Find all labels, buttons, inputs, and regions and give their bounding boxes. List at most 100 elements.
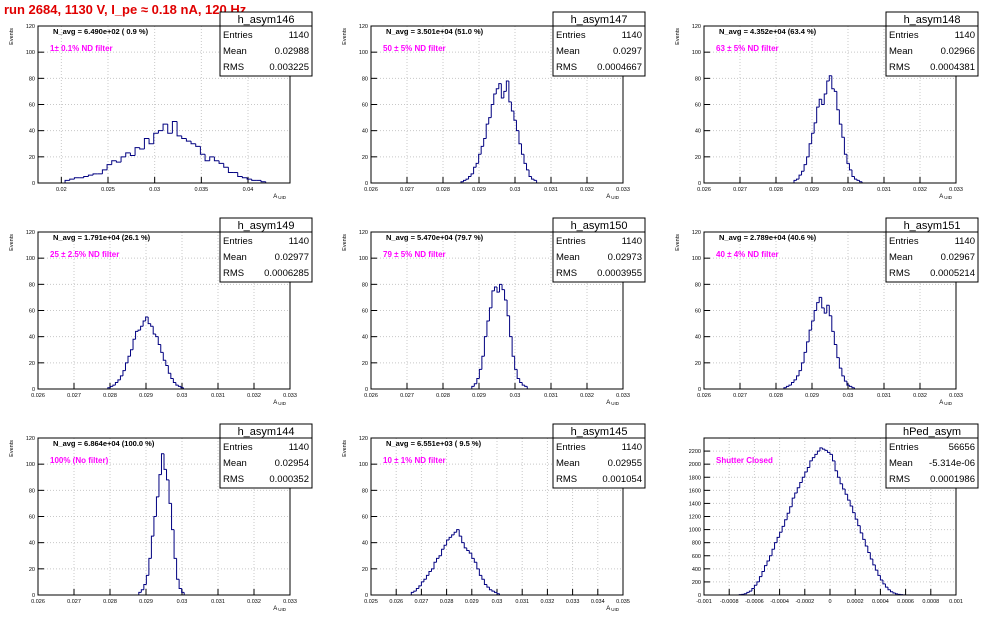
histogram-bin [801, 476, 805, 483]
histogram-bin [818, 296, 822, 303]
stats-box [219, 11, 313, 77]
stats-entries-value: 1140 [622, 442, 642, 453]
y-tick-label: 120 [692, 230, 701, 236]
stats-entries-label: Entries [556, 236, 586, 247]
stats-mean-value: 0.0297 [613, 46, 642, 57]
x-tick-label: 0.029 [805, 393, 819, 399]
stats-mean-value: 0.02967 [941, 252, 975, 263]
filter-label: 79 ± 5% ND filter [383, 250, 446, 259]
x-tick-label: 0.033 [616, 393, 630, 399]
plot-frame [37, 231, 291, 390]
stats-entries-label: Entries [556, 442, 586, 453]
x-axis-label: AUID [939, 194, 953, 200]
histogram-bin [180, 386, 184, 389]
histogram-bin [836, 344, 840, 359]
histogram-bin [892, 591, 896, 594]
histogram-bin [816, 106, 820, 123]
histogram-bin [480, 145, 484, 155]
stats-entries-value: 1140 [622, 236, 642, 247]
histogram-bin [786, 512, 790, 520]
y-tick-label: 120 [359, 230, 368, 236]
histogram-bin [87, 174, 94, 177]
y-tick-label: 80 [29, 282, 35, 288]
histogram-bin [798, 370, 802, 376]
y-tick-label: 40 [362, 335, 368, 341]
x-tick-label: 0.026 [31, 599, 45, 605]
histogram-bin [851, 386, 855, 389]
histogram-bin [843, 137, 847, 155]
stats-rms-label: RMS [556, 474, 577, 485]
histogram-bin [803, 351, 807, 363]
histogram-bin [456, 529, 460, 533]
stats-mean-label: Mean [223, 252, 247, 263]
histogram-bin [130, 349, 134, 357]
histogram-bin [821, 297, 825, 309]
x-tick-label: -0.0002 [795, 599, 814, 605]
histogram-bin [839, 477, 843, 485]
stats-rms-value: 0.0006285 [264, 268, 309, 279]
histogram-bin [125, 152, 131, 157]
histogram-bin [213, 156, 220, 162]
x-axis-label: AUID [606, 400, 620, 406]
histogram-bin [804, 471, 808, 478]
x-tick-label: 0.03 [843, 393, 854, 399]
histogram-bin [528, 169, 532, 177]
histogram-bin [488, 307, 492, 321]
histogram-bin [177, 385, 181, 387]
y-tick-label: 0 [698, 387, 701, 393]
histogram-bin [140, 589, 144, 593]
histogram-bin [869, 552, 873, 560]
histogram-bin [531, 176, 535, 180]
plot-frame [703, 437, 957, 596]
x-tick-label: 0.028 [103, 393, 117, 399]
x-tick-label: 0.033 [283, 393, 297, 399]
histogram-bin [842, 483, 846, 490]
histogram-bin [781, 525, 785, 533]
histogram-bin [73, 177, 80, 180]
x-tick-label: 0.035 [616, 599, 630, 605]
histogram-bin [833, 331, 837, 346]
stats-rms-label: RMS [223, 62, 244, 73]
histogram-bin [823, 307, 827, 314]
x-tick-label: 0.031 [877, 393, 891, 399]
histogram-bin [848, 163, 852, 171]
histogram-bin [503, 90, 507, 98]
y-tick-label: 100 [359, 50, 368, 56]
n-avg-label: N_avg = 3.501e+04 (51.0 %) [386, 27, 484, 36]
histogram-bin [811, 457, 815, 461]
histogram-bin [746, 591, 750, 594]
histogram-bin [799, 481, 803, 488]
stats-entries-value: 56656 [949, 442, 975, 453]
y-tick-label: 80 [29, 76, 35, 82]
histogram-bin [142, 320, 146, 327]
histogram-bin [481, 355, 485, 370]
histogram-bin [195, 143, 201, 147]
histogram-bin [109, 385, 113, 388]
histogram-bin [410, 591, 414, 595]
histogram-bin [493, 591, 497, 593]
histogram-bin [485, 123, 489, 139]
y-tick-label: 40 [29, 335, 35, 341]
histogram-bin [448, 536, 452, 541]
y-tick-label: 40 [362, 541, 368, 547]
histogram-panel-hPed_asym: 0 200 400 600 800 1000 1200 1400 1600 1800 2000 220… [689, 423, 979, 605]
histogram-bin [476, 378, 480, 384]
y-tick-label: 100 [692, 256, 701, 262]
histogram-bin [453, 531, 457, 535]
plot-frame [370, 231, 624, 390]
histogram-bin [227, 167, 234, 174]
histogram-bin [836, 91, 840, 111]
y-tick-label: 0 [365, 181, 368, 187]
histogram-bin [176, 558, 180, 580]
histogram-bin [796, 375, 800, 380]
histogram-bin [520, 143, 524, 155]
histogram-bin [856, 179, 860, 181]
histogram-bin [443, 544, 447, 550]
x-tick-label: 0.03 [510, 393, 521, 399]
histogram-bin [143, 584, 147, 590]
y-tick-label: 120 [26, 24, 35, 30]
histogram-bin [145, 574, 149, 585]
run-title: run 2684, 1130 V, I_pe ≈ 0.18 nA, 120 Hz [4, 2, 247, 17]
filter-label: 100% (No filter) [50, 456, 109, 465]
histogram-bin [481, 575, 485, 580]
